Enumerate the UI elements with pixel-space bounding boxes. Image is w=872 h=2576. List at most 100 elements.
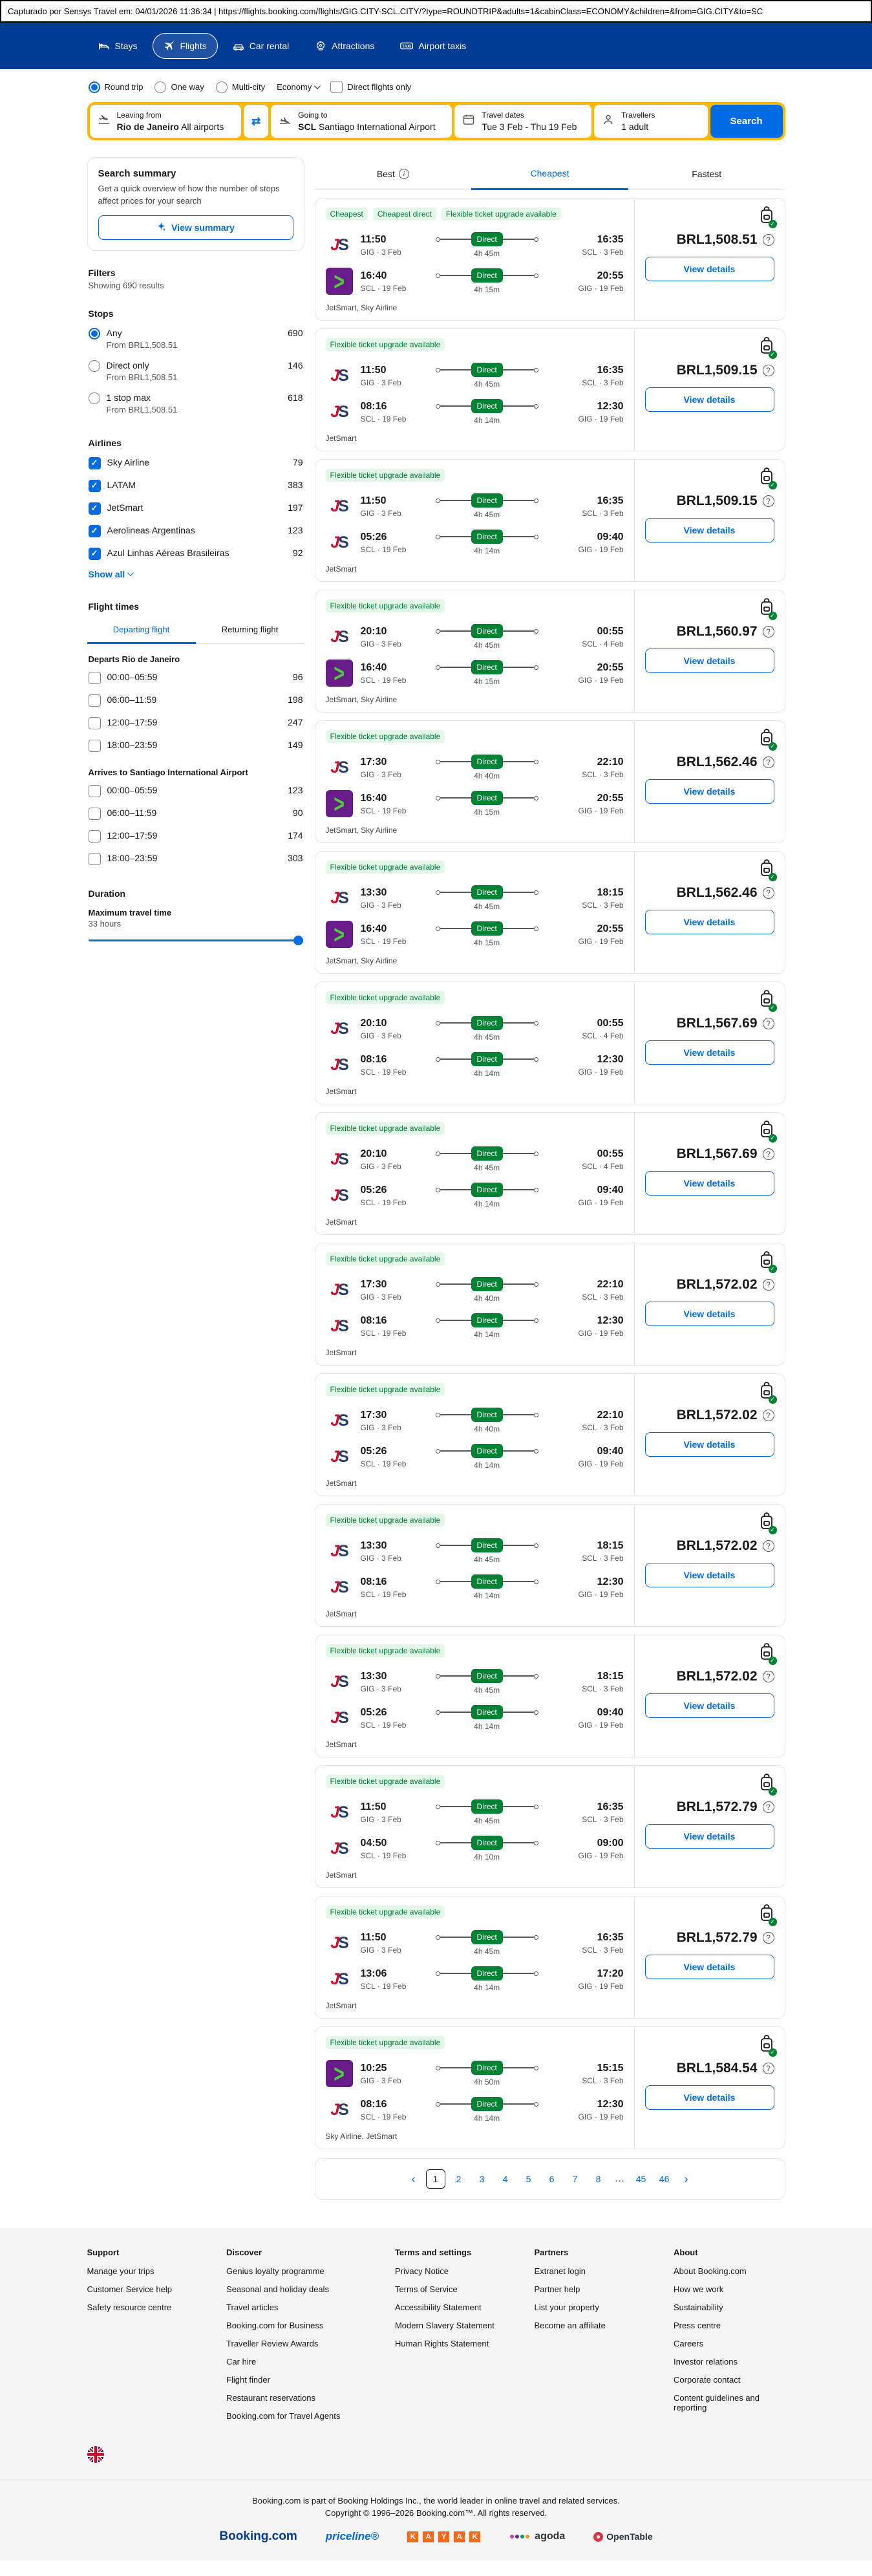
view-details-button[interactable]: View details xyxy=(644,518,774,542)
price-info-icon[interactable]: ? xyxy=(762,365,774,376)
footer-link-accessibility-statement[interactable]: Accessibility Statement xyxy=(394,2302,482,2312)
price-info-icon[interactable]: ? xyxy=(762,1671,774,1682)
stops-option-1-stop-max[interactable]: 1 stop max From BRL1,508.51 618 xyxy=(87,387,304,420)
footer-link-list-your-property[interactable]: List your property xyxy=(534,2302,599,2312)
page-3[interactable]: 3 xyxy=(479,2174,485,2184)
price-info-icon[interactable]: ? xyxy=(762,1932,774,1944)
travel-dates-field[interactable]: Travel dates Tue 3 Feb - Thu 19 Feb xyxy=(454,105,592,138)
view-details-button[interactable]: View details xyxy=(644,1824,774,1849)
price-info-icon[interactable]: ? xyxy=(762,887,774,899)
view-details-button[interactable]: View details xyxy=(644,1955,774,1979)
view-details-button[interactable]: View details xyxy=(644,649,774,673)
footer-link-modern-slavery-statement[interactable]: Modern Slavery Statement xyxy=(394,2321,494,2330)
footer-link-become-an-affiliate[interactable]: Become an affiliate xyxy=(534,2321,606,2330)
footer-link-booking-com-for-travel-agents[interactable]: Booking.com for Travel Agents xyxy=(226,2411,341,2421)
trip-type-round-trip[interactable]: Round trip xyxy=(88,81,143,93)
language-selector-uk-flag-icon[interactable] xyxy=(87,2446,104,2463)
page-45[interactable]: 45 xyxy=(635,2174,646,2184)
footer-link-partner-help[interactable]: Partner help xyxy=(534,2284,580,2294)
footer-link-restaurant-reservations[interactable]: Restaurant reservations xyxy=(226,2393,316,2403)
view-details-button[interactable]: View details xyxy=(644,779,774,804)
airline-option-aerolineas-argentinas[interactable]: Aerolineas Argentinas 123 xyxy=(87,520,304,542)
footer-link-traveller-review-awards[interactable]: Traveller Review Awards xyxy=(226,2339,319,2348)
page-5[interactable]: 5 xyxy=(526,2174,531,2184)
footer-link-content-guidelines-and-reporting[interactable]: Content guidelines and reporting xyxy=(674,2393,760,2412)
nav-attractions[interactable]: Attractions xyxy=(304,33,385,59)
page-7[interactable]: 7 xyxy=(572,2174,578,2184)
airline-option-latam[interactable]: LATAM 383 xyxy=(87,475,304,497)
footer-link-extranet-login[interactable]: Extranet login xyxy=(534,2266,586,2276)
footer-link-seasonal-and-holiday-deals[interactable]: Seasonal and holiday deals xyxy=(226,2284,330,2294)
opentable-logo[interactable]: OpenTable xyxy=(593,2531,653,2542)
direct-flights-only-checkbox[interactable]: Direct flights only xyxy=(330,81,411,93)
stops-option-direct-only[interactable]: Direct only From BRL1,508.51 146 xyxy=(87,355,304,387)
booking-com-logo[interactable]: Booking.com xyxy=(219,2529,297,2543)
page-46[interactable]: 46 xyxy=(659,2174,670,2184)
arrives-time-option-12-00-17-59[interactable]: 12:00–17:59 174 xyxy=(87,825,304,848)
view-details-button[interactable]: View details xyxy=(644,1432,774,1457)
next-page-icon[interactable]: › xyxy=(684,2172,688,2185)
footer-link-careers[interactable]: Careers xyxy=(674,2339,704,2348)
show-all-airlines-link[interactable]: Show all xyxy=(89,569,134,579)
departs-time-option-06-00-11-59[interactable]: 06:00–11:59 198 xyxy=(87,689,304,712)
arrives-time-option-18-00-23-59[interactable]: 18:00–23:59 303 xyxy=(87,848,304,870)
tab-departing-flight[interactable]: Departing flight xyxy=(87,618,196,644)
departs-time-option-18-00-23-59[interactable]: 18:00–23:59 149 xyxy=(87,735,304,757)
footer-link-sustainability[interactable]: Sustainability xyxy=(674,2302,723,2312)
search-button[interactable]: Search xyxy=(710,105,783,138)
nav-stays[interactable]: Stays xyxy=(87,33,149,59)
price-info-icon[interactable]: ? xyxy=(762,1540,774,1552)
stops-option-any[interactable]: Any From BRL1,508.51 690 xyxy=(87,323,304,355)
tab-fastest[interactable]: Fastest xyxy=(628,157,785,189)
view-details-button[interactable]: View details xyxy=(644,387,774,412)
footer-link-investor-relations[interactable]: Investor relations xyxy=(674,2357,738,2367)
view-details-button[interactable]: View details xyxy=(644,1693,774,1718)
tab-best[interactable]: Best i xyxy=(315,157,472,189)
slider-thumb[interactable] xyxy=(293,935,303,945)
page-6[interactable]: 6 xyxy=(549,2174,555,2184)
tab-returning-flight[interactable]: Returning flight xyxy=(221,624,279,634)
trip-type-one-way[interactable]: One way xyxy=(154,81,204,93)
footer-link-press-centre[interactable]: Press centre xyxy=(674,2321,721,2330)
view-details-button[interactable]: View details xyxy=(644,1563,774,1587)
footer-link-genius-loyalty-programme[interactable]: Genius loyalty programme xyxy=(226,2266,324,2276)
going-to-field[interactable]: Going to SCL Santiago International Airp… xyxy=(271,105,452,138)
arrives-time-option-00-00-05-59[interactable]: 00:00–05:59 123 xyxy=(87,780,304,802)
swap-origin-destination-button[interactable]: ⇄ xyxy=(244,105,269,138)
footer-link-travel-articles[interactable]: Travel articles xyxy=(226,2302,279,2312)
departs-time-option-12-00-17-59[interactable]: 12:00–17:59 247 xyxy=(87,712,304,735)
price-info-icon[interactable]: ? xyxy=(762,1018,774,1029)
price-info-icon[interactable]: ? xyxy=(762,1279,774,1291)
view-details-button[interactable]: View details xyxy=(644,910,774,934)
nav-airport-taxis[interactable]: TAXI Airport taxis xyxy=(389,34,477,58)
previous-page-icon[interactable]: ‹ xyxy=(411,2172,416,2185)
price-info-icon[interactable]: ? xyxy=(762,1801,774,1813)
footer-link-terms-of-service[interactable]: Terms of Service xyxy=(394,2284,458,2294)
footer-link-car-hire[interactable]: Car hire xyxy=(226,2357,257,2367)
price-info-icon[interactable]: ? xyxy=(762,495,774,507)
duration-slider[interactable] xyxy=(88,935,303,945)
nav-car-rental[interactable]: Car rental xyxy=(222,33,300,59)
footer-link-flight-finder[interactable]: Flight finder xyxy=(226,2375,270,2385)
page-1[interactable]: 1 xyxy=(425,2169,445,2189)
footer-link-booking-com-for-business[interactable]: Booking.com for Business xyxy=(226,2321,324,2330)
leaving-from-field[interactable]: Leaving from Rio de Janeiro All airports xyxy=(89,105,242,138)
cabin-class-dropdown[interactable]: Economy xyxy=(277,82,321,92)
price-info-icon[interactable]: ? xyxy=(762,2063,774,2074)
footer-link-safety-resource-centre[interactable]: Safety resource centre xyxy=(87,2302,172,2312)
footer-link-how-we-work[interactable]: How we work xyxy=(674,2284,724,2294)
page-2[interactable]: 2 xyxy=(456,2174,462,2184)
nav-flights[interactable]: Flights xyxy=(152,33,218,59)
priceline-logo[interactable]: priceline® xyxy=(325,2530,379,2542)
agoda-logo[interactable]: agoda xyxy=(510,2531,565,2542)
footer-link-customer-service-help[interactable]: Customer Service help xyxy=(87,2284,173,2294)
trip-type-multi-city[interactable]: Multi-city xyxy=(215,81,265,93)
view-details-button[interactable]: View details xyxy=(644,1171,774,1196)
travellers-field[interactable]: Travellers 1 adult xyxy=(594,105,708,138)
view-details-button[interactable]: View details xyxy=(644,2085,774,2110)
airline-option-sky-airline[interactable]: Sky Airline 79 xyxy=(87,452,304,475)
view-details-button[interactable]: View details xyxy=(644,1040,774,1065)
footer-link-about-booking-com[interactable]: About Booking.com xyxy=(674,2266,747,2276)
arrives-time-option-06-00-11-59[interactable]: 06:00–11:59 90 xyxy=(87,802,304,825)
page-4[interactable]: 4 xyxy=(502,2174,508,2184)
